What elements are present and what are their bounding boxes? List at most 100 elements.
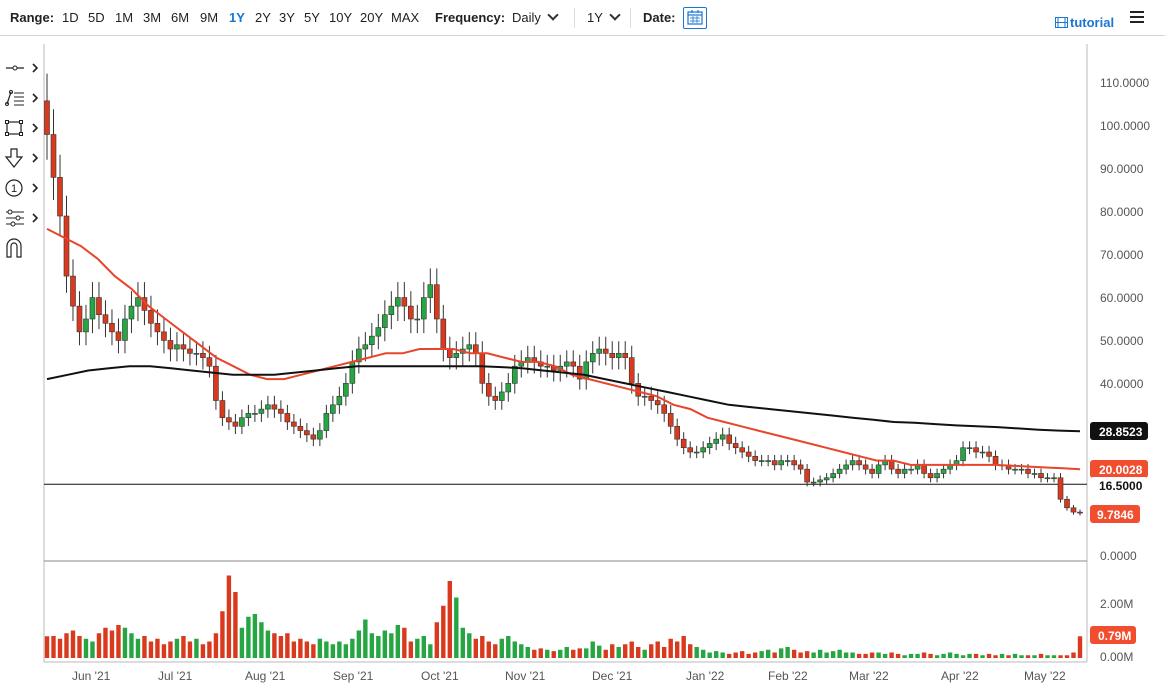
candle-body <box>317 430 323 440</box>
y-axis: 110.0000 100.0000 90.0000 80.0000 70.000… <box>1100 76 1150 563</box>
candle-body <box>784 460 791 462</box>
volume-bar <box>1058 655 1063 658</box>
candle-body <box>973 447 979 453</box>
period-value: 1Y <box>587 10 603 25</box>
candle-body <box>934 473 940 479</box>
price-tag-200ma: 28.8523 <box>1090 422 1148 440</box>
volume-bar <box>649 644 654 658</box>
candle-body <box>479 353 486 384</box>
candle-body <box>83 318 89 333</box>
candle-body <box>154 322 161 333</box>
arrow-tool-icon[interactable] <box>4 146 42 170</box>
range-3m[interactable]: 3M <box>143 10 162 25</box>
volume-bar <box>441 605 446 658</box>
line-tools-icon[interactable] <box>4 86 42 110</box>
range-20y[interactable]: 20Y <box>360 10 384 25</box>
candle-body <box>966 447 973 450</box>
shape-tools-icon[interactable] <box>4 116 42 140</box>
tutorial-icon <box>1055 17 1068 28</box>
candle-body <box>609 353 616 358</box>
candle-body <box>76 305 83 333</box>
volume-bar <box>285 633 290 658</box>
candle-body <box>395 297 401 307</box>
moving-average-lines <box>46 228 1081 471</box>
candle-body <box>895 468 901 474</box>
volume-axis: 2.00M 0.00M <box>1100 597 1133 664</box>
volume-bar <box>239 627 245 658</box>
volume-bar <box>44 636 50 658</box>
volume-bar <box>791 649 797 658</box>
tutorial-link[interactable]: tutorial <box>1055 15 1114 30</box>
candle-body <box>836 468 843 474</box>
volume-bar <box>973 653 979 658</box>
candle-body <box>1051 477 1057 480</box>
candle-body <box>213 365 219 401</box>
date-label: Date: <box>643 10 676 25</box>
volume-bar <box>636 647 641 658</box>
candle-body <box>596 348 603 354</box>
volume-tag-label: 0.79M <box>1098 629 1131 643</box>
volume-bar <box>713 651 719 658</box>
candle-body <box>356 348 362 363</box>
range-max[interactable]: MAX <box>391 10 420 25</box>
volume-bar <box>674 641 680 658</box>
volume-bar <box>168 641 173 658</box>
candle-body <box>167 340 174 350</box>
range-1d[interactable]: 1D <box>62 10 79 25</box>
marker-tool-icon[interactable]: 1 <box>4 176 42 200</box>
candle-body <box>726 434 732 444</box>
x-tick-label: Sep '21 <box>333 669 374 683</box>
range-1y[interactable]: 1Y <box>229 10 245 25</box>
range-3y[interactable]: 3Y <box>279 10 295 25</box>
crosshair-tool-icon[interactable] <box>4 56 42 80</box>
volume-bar <box>934 655 940 658</box>
hamburger-menu-icon[interactable] <box>1130 11 1144 23</box>
candle-body <box>570 361 577 367</box>
x-tick-label: Mar '22 <box>849 669 889 683</box>
range-1m[interactable]: 1M <box>115 10 134 25</box>
period-select[interactable]: 1Y <box>587 9 621 26</box>
volume-bar <box>415 638 420 658</box>
volume-bar <box>194 638 199 658</box>
volume-bar <box>213 633 219 658</box>
volume-bar <box>1045 655 1050 658</box>
volume-bar <box>694 647 699 658</box>
price-tag-level: 16.5000 <box>1090 477 1148 495</box>
range-2y[interactable]: 2Y <box>255 10 271 25</box>
candle-body <box>661 404 668 414</box>
volume-bar <box>986 653 992 658</box>
candle-body <box>823 477 830 481</box>
magnet-icon[interactable] <box>4 236 42 260</box>
candle-body <box>1012 468 1018 471</box>
candle-body <box>713 438 719 444</box>
range-10y[interactable]: 10Y <box>329 10 353 25</box>
range-6m[interactable]: 6M <box>171 10 190 25</box>
candle-body <box>453 353 460 358</box>
price-tag-label: 20.0028 <box>1099 463 1143 477</box>
x-tick-label: May '22 <box>1024 669 1066 683</box>
frequency-select[interactable]: Daily <box>512 9 559 26</box>
candle-body <box>70 275 76 307</box>
candle-body <box>947 464 953 470</box>
price-tags: 28.8523 20.0028 16.5000 9.7846 0.79M <box>1090 422 1148 644</box>
volume-bar <box>967 653 972 658</box>
candle-body <box>537 361 544 367</box>
candle-body <box>531 357 538 363</box>
candle-body <box>401 297 408 307</box>
y-tick-label: 60.0000 <box>1100 291 1144 305</box>
measure-tool-icon[interactable] <box>4 206 42 230</box>
candle-body <box>901 468 908 474</box>
candle-body <box>511 365 518 384</box>
candle-body <box>1031 473 1038 475</box>
volume-bar <box>960 655 966 658</box>
volume-bar <box>941 653 946 658</box>
candle-body <box>602 348 609 354</box>
range-5y[interactable]: 5Y <box>304 10 320 25</box>
candlestick-series <box>44 73 1083 516</box>
volume-bar <box>525 647 530 658</box>
range-9m[interactable]: 9M <box>200 10 219 25</box>
range-5d[interactable]: 5D <box>88 10 105 25</box>
candle-body <box>628 357 635 384</box>
calendar-icon[interactable] <box>683 7 707 29</box>
